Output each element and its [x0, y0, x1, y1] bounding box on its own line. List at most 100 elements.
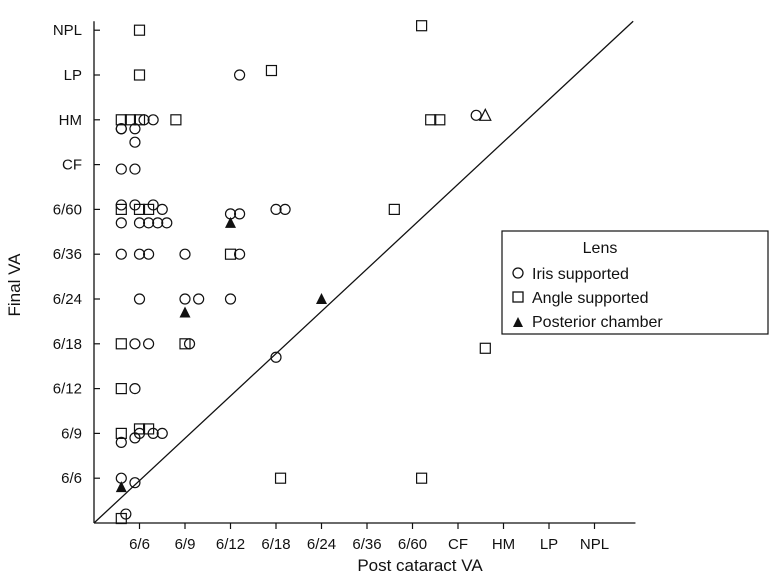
iris-supported-point [143, 338, 155, 350]
angle-supported-point [115, 338, 127, 350]
iris-supported-point [147, 114, 159, 126]
x-tick-label: NPL [580, 536, 609, 553]
iris-supported-point [129, 163, 141, 175]
posterior-chamber-point [179, 306, 191, 318]
x-tick-label: 6/36 [352, 536, 381, 553]
legend-entry: Iris supported [532, 266, 629, 283]
x-tick-label: LP [540, 536, 558, 553]
y-tick-label: 6/24 [53, 291, 82, 308]
angle-supported-point [143, 203, 155, 215]
angle-supported-point [265, 64, 278, 77]
x-tick-label: 6/24 [307, 536, 336, 553]
legend-square-icon [512, 291, 524, 303]
angle-supported-point [133, 69, 146, 81]
tick-labels: 6/6 6/9 6/12 6/18 6/24 6/36 6/60 CF HM LP NPL 6/6 6/… [53, 22, 609, 553]
iris-supported-point [133, 248, 146, 260]
legend-entry: Angle supported [532, 290, 649, 307]
diagonal-reference-line [93, 20, 634, 524]
iris-supported-point [129, 338, 141, 350]
iris-supported-point [133, 293, 146, 305]
angle-supported-point [143, 423, 155, 435]
y-tick-label: LP [64, 67, 82, 84]
y-tick-label: 6/36 [53, 246, 82, 263]
y-tick-label: 6/60 [53, 201, 82, 218]
angle-supported-point [434, 114, 446, 126]
angle-supported-point [274, 472, 287, 484]
y-tick-label: 6/12 [53, 381, 82, 398]
data-points [115, 20, 492, 525]
iris-supported-point [279, 203, 291, 215]
iris-supported-point [115, 163, 127, 175]
x-axis-title: Post cataract VA [357, 556, 483, 575]
angle-supported-point [133, 114, 146, 126]
iris-supported-point [270, 203, 282, 215]
iris-supported-point [193, 293, 205, 305]
posterior-chamber-point [225, 216, 236, 228]
legend: Lens Iris supported Angle supported Post… [501, 230, 769, 335]
iris-supported-point [234, 208, 246, 220]
ticks [94, 29, 596, 529]
y-tick-label: CF [62, 157, 82, 174]
angle-supported-point [416, 20, 428, 32]
y-axis-title: Final VA [5, 253, 24, 317]
y-tick-label: NPL [53, 22, 82, 39]
angle-supported-point [479, 342, 491, 354]
angle-supported-point [170, 114, 182, 126]
iris-supported-point [115, 217, 127, 229]
angle-supported-point [224, 248, 237, 260]
iris-supported-point [470, 109, 482, 121]
x-tick-label: 6/9 [175, 536, 196, 553]
angle-supported-point [115, 114, 127, 126]
angle-supported-point [115, 203, 127, 215]
open-triangle-point [478, 107, 492, 121]
x-tick-label: HM [492, 536, 515, 553]
iris-supported-point [115, 123, 127, 135]
y-tick-label: HM [59, 112, 82, 129]
iris-supported-point [234, 248, 246, 260]
angle-supported-point [388, 203, 400, 215]
iris-supported-point [133, 217, 146, 229]
angle-supported-point [133, 423, 146, 435]
iris-supported-point [152, 217, 164, 229]
iris-supported-point [179, 248, 191, 260]
angle-supported-point [133, 24, 146, 36]
angle-supported-point [115, 427, 127, 439]
iris-supported-point [129, 477, 141, 489]
angle-supported-point [133, 203, 146, 215]
axes [93, 21, 636, 524]
iris-supported-point [129, 136, 141, 148]
x-tick-label: 6/60 [398, 536, 427, 553]
y-tick-label: 6/9 [61, 425, 82, 442]
angle-supported-point [124, 114, 137, 126]
legend-box [501, 230, 769, 335]
iris-supported-point [129, 383, 141, 395]
iris-supported-point [115, 436, 127, 448]
iris-supported-point [234, 69, 246, 81]
iris-supported-point [115, 248, 127, 260]
iris-supported-point [156, 203, 168, 215]
x-tick-label: 6/12 [216, 536, 245, 553]
angle-supported-point [416, 472, 428, 484]
legend-triangle-icon [513, 317, 523, 327]
posterior-chamber-point [115, 481, 127, 493]
y-tick-label: 6/6 [61, 470, 82, 487]
iris-supported-point [224, 293, 237, 305]
angle-supported-point [179, 338, 191, 350]
angle-supported-point [115, 383, 127, 395]
legend-title: Lens [583, 240, 618, 257]
angle-supported-point [425, 114, 437, 126]
x-tick-label: 6/18 [261, 536, 290, 553]
legend-entry: Posterior chamber [532, 314, 663, 331]
iris-supported-point [161, 217, 173, 229]
iris-supported-point [156, 427, 168, 439]
x-tick-label: 6/6 [129, 536, 150, 553]
iris-supported-point [143, 217, 155, 229]
x-tick-label: CF [448, 536, 468, 553]
y-tick-label: 6/18 [53, 336, 82, 353]
iris-supported-point [270, 351, 282, 363]
posterior-chamber-point [316, 293, 327, 304]
legend-circle-icon [512, 267, 524, 279]
iris-supported-point [143, 248, 155, 260]
angle-supported-point [115, 512, 127, 525]
